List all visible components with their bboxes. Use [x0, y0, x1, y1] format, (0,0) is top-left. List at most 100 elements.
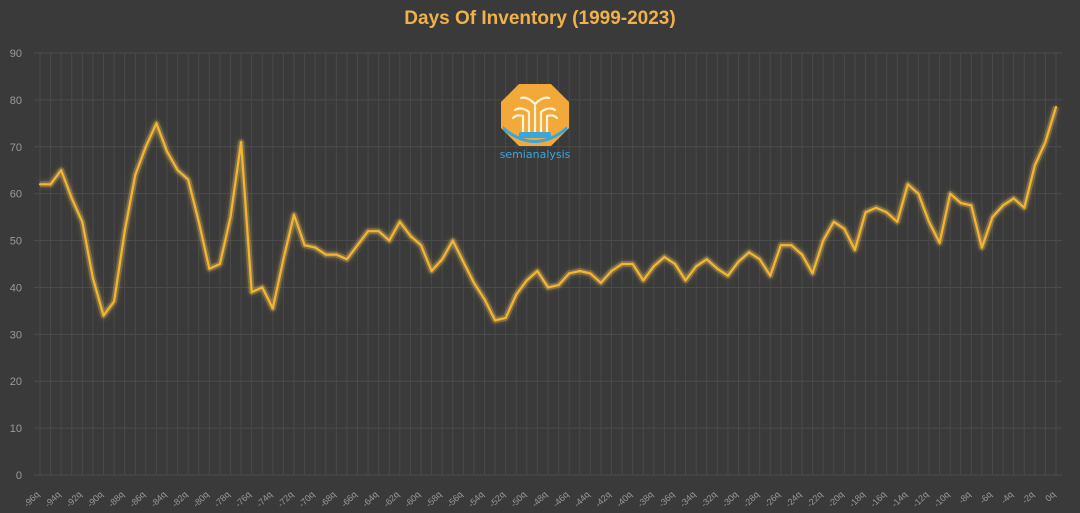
x-tick-label: -14q: [889, 489, 909, 509]
data-point: [388, 239, 391, 242]
y-axis: 0 10 20 30 40 50 60 70 80 90: [10, 48, 22, 482]
data-point: [1012, 197, 1015, 200]
data-point: [631, 262, 634, 266]
data-point: [1001, 204, 1005, 207]
data-point: [568, 272, 571, 275]
x-tick-label: -42q: [593, 489, 613, 509]
x-tick-label: -84q: [149, 489, 169, 509]
data-point: [419, 244, 423, 247]
data-point: [800, 253, 804, 256]
data-point: [673, 262, 677, 266]
data-point: [546, 286, 550, 289]
data-point: [91, 276, 95, 280]
x-tick-label: -76q: [233, 489, 253, 509]
data-point: [938, 241, 941, 244]
x-tick-label: -34q: [678, 489, 698, 509]
data-point: [451, 239, 454, 242]
data-point: [229, 216, 232, 219]
data-point: [335, 253, 338, 256]
x-tick-label: -92q: [64, 489, 84, 509]
y-tick-label: 50: [10, 236, 22, 248]
data-point: [144, 145, 147, 148]
data-point: [504, 316, 507, 320]
y-tick-label: 20: [10, 376, 22, 388]
data-point: [874, 206, 878, 209]
data-point: [493, 319, 497, 322]
x-tick-label: -50q: [508, 489, 528, 509]
x-tick-label: -16q: [868, 489, 888, 509]
watermark-text: semianalysis: [499, 148, 571, 161]
data-point: [218, 262, 222, 266]
data-point: [430, 269, 433, 273]
series-layer: [38, 105, 1059, 324]
data-point: [980, 246, 984, 249]
data-point: [1023, 206, 1026, 209]
data-point: [366, 230, 370, 233]
data-point: [684, 279, 687, 282]
y-tick-label: 60: [10, 189, 22, 201]
data-point: [843, 227, 846, 230]
x-tick-label: -10q: [932, 489, 952, 509]
y-tick-label: 0: [16, 470, 22, 482]
y-tick-label: 90: [10, 48, 22, 60]
data-point: [726, 274, 730, 277]
data-point: [906, 183, 909, 186]
x-tick-label: -28q: [741, 489, 761, 509]
data-point: [398, 220, 401, 223]
data-point: [187, 178, 190, 181]
data-point: [49, 183, 52, 186]
data-point: [1054, 105, 1058, 109]
x-tick-label: -22q: [805, 489, 825, 509]
x-tick-label: -56q: [445, 489, 465, 509]
data-point: [112, 300, 116, 303]
data-point: [917, 192, 920, 195]
data-point: [515, 293, 518, 296]
data-point: [282, 258, 285, 261]
data-point: [292, 213, 296, 216]
x-tick-label: -4q: [999, 489, 1015, 505]
data-point: [303, 244, 306, 247]
data-point: [853, 248, 857, 252]
y-tick-label: 80: [10, 95, 22, 107]
data-point: [747, 251, 751, 254]
data-point: [927, 220, 931, 223]
data-point: [81, 220, 84, 223]
data-point: [705, 258, 708, 261]
x-tick-label: -48q: [530, 489, 550, 509]
x-tick-label: -90q: [85, 489, 105, 509]
data-point: [557, 284, 560, 287]
data-point: [261, 286, 264, 289]
x-tick-label: -26q: [762, 489, 782, 509]
data-point: [123, 230, 126, 233]
x-tick-label: -2q: [1020, 489, 1036, 505]
x-tick-label: -12q: [911, 489, 931, 509]
data-point: [991, 216, 994, 219]
data-point: [462, 260, 465, 263]
x-tick-label: -78q: [212, 489, 232, 509]
x-tick-label: -38q: [635, 489, 655, 509]
x-tick-label: 0q: [1043, 489, 1057, 503]
data-point: [589, 272, 592, 275]
x-tick-label: -32q: [699, 489, 719, 509]
data-point: [314, 246, 317, 249]
data-point: [536, 269, 539, 273]
x-tick-label: -40q: [614, 489, 634, 509]
data-point: [239, 140, 243, 144]
chart-title: Days Of Inventory (1999-2023): [404, 8, 676, 29]
x-tick-label: -60q: [403, 489, 423, 509]
x-tick-label: -58q: [424, 489, 444, 509]
data-point: [324, 253, 327, 256]
data-point: [472, 281, 476, 284]
x-tick-label: -44q: [572, 489, 592, 509]
data-point: [716, 267, 719, 270]
x-tick-label: -74q: [254, 489, 274, 509]
x-tick-label: -66q: [339, 489, 359, 509]
data-point: [737, 260, 740, 263]
x-tick-label: -86q: [127, 489, 147, 509]
x-tick-label: -68q: [318, 489, 338, 509]
x-tick-label: -82q: [170, 489, 190, 509]
data-point: [769, 274, 772, 277]
x-tick-label: -18q: [847, 489, 867, 509]
data-point: [642, 279, 645, 282]
